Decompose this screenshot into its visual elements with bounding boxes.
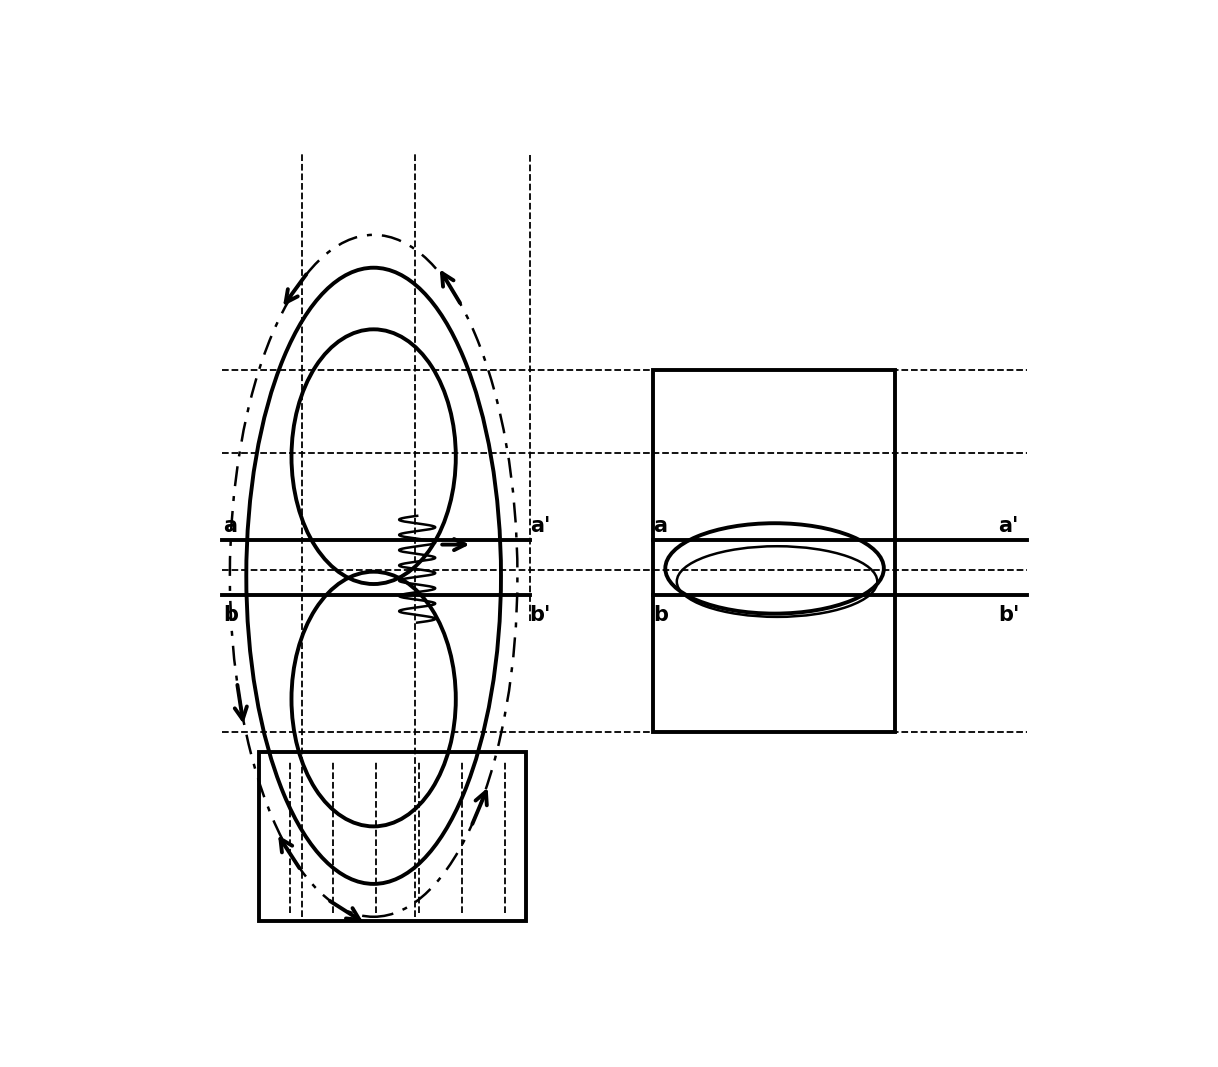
Text: a': a' — [998, 516, 1018, 537]
Bar — [653, 370, 895, 732]
Text: b: b — [223, 605, 239, 625]
Text: b': b' — [998, 605, 1019, 625]
Text: b: b — [653, 605, 667, 625]
Text: a: a — [653, 516, 667, 537]
Bar — [258, 752, 526, 921]
Text: a': a' — [530, 516, 551, 537]
Text: b': b' — [530, 605, 551, 625]
Text: a: a — [223, 516, 238, 537]
